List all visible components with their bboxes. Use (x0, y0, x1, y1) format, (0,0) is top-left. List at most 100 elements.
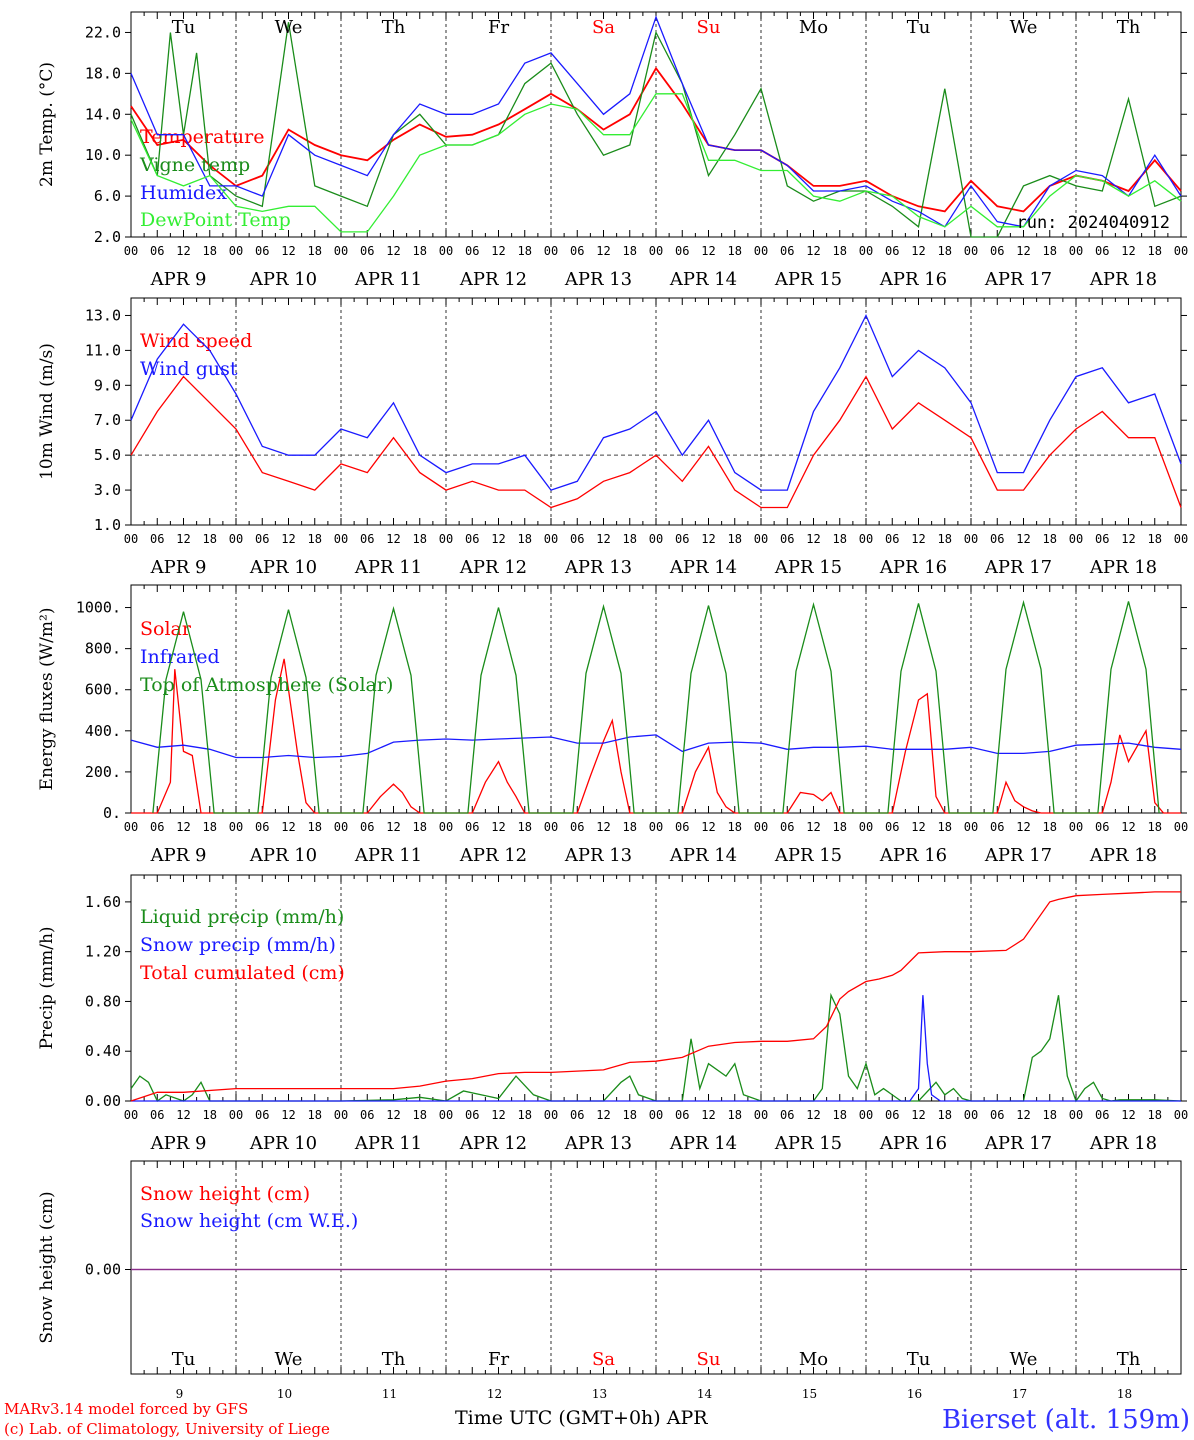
hour-label: 12 (491, 244, 505, 258)
series-line-wind-speed (130, 375, 1182, 509)
date-label: APR 9 (150, 269, 207, 290)
hour-label: 18 (518, 1108, 532, 1122)
day-name: We (275, 1349, 303, 1370)
hour-label: 12 (176, 532, 190, 546)
hour-label: 00 (229, 244, 243, 258)
station-name: Bierset (alt. 159m) (942, 1405, 1190, 1435)
date-label: APR 17 (984, 845, 1052, 866)
hour-label: 06 (780, 820, 794, 834)
hour-label: 06 (675, 532, 689, 546)
series-line-snow-precip-mm-h- (131, 995, 1181, 1102)
series-line-top-of-atmosphere-solar- (152, 599, 1160, 814)
day-number: 17 (1012, 1387, 1027, 1401)
hour-label: 00 (964, 532, 978, 546)
hour-label: 06 (570, 532, 584, 546)
hour-label: 06 (1095, 1108, 1109, 1122)
y-tick-label: 1000. (76, 599, 121, 617)
y-tick-label: 0. (103, 804, 121, 822)
hour-label: 18 (1043, 820, 1057, 834)
hour-label: 06 (780, 1108, 794, 1122)
hour-label: 18 (1148, 244, 1162, 258)
series-line-infrared (130, 734, 1182, 759)
hour-label: 12 (1121, 1108, 1135, 1122)
day-name: Tu (907, 17, 931, 38)
hour-label: 18 (1043, 1108, 1057, 1122)
hour-label: 12 (1121, 244, 1135, 258)
hour-label: 06 (780, 532, 794, 546)
hour-label: 12 (1016, 1108, 1030, 1122)
hour-label: 12 (701, 1108, 715, 1122)
hour-label: 18 (203, 244, 217, 258)
hour-label: 18 (413, 244, 427, 258)
panel-2: 00 06 12 18 00 06 12 18 00 06 12 18 00 06 12 18 00 06 12 18… (37, 297, 1188, 578)
hour-label: 18 (1148, 820, 1162, 834)
hour-label: 00 (1069, 820, 1083, 834)
date-label: APR 18 (1089, 557, 1157, 578)
hour-label: 06 (255, 1108, 269, 1122)
panels-layer: 00 06 12 18 00 06 12 18 00 06 12 18 00 06 12 18 00 06 12 18… (37, 11, 1188, 1401)
hour-label: 06 (885, 532, 899, 546)
hour-label: 00 (649, 820, 663, 834)
hour-label: 12 (281, 244, 295, 258)
hour-label: 12 (386, 820, 400, 834)
hour-label: 00 (439, 532, 453, 546)
hour-label: 18 (203, 532, 217, 546)
hour-label: 00 (1069, 244, 1083, 258)
legend-entry: Top of Atmosphere (Solar) (140, 674, 393, 696)
day-name: Su (697, 1349, 721, 1370)
hour-label: 18 (938, 532, 952, 546)
hour-label: 06 (570, 1108, 584, 1122)
hour-label: 06 (150, 244, 164, 258)
y-tick-label: 14.0 (85, 105, 121, 123)
day-name: Fr (488, 1349, 509, 1370)
legend-entry: Snow precip (mm/h) (140, 934, 336, 956)
y-tick-label: 200. (85, 763, 121, 781)
date-label: APR 16 (879, 269, 947, 290)
date-label: APR 12 (459, 269, 527, 290)
hour-label: 06 (990, 1108, 1004, 1122)
hour-label: 06 (255, 244, 269, 258)
hour-label: 00 (229, 532, 243, 546)
hour-label: 12 (281, 532, 295, 546)
day-name: Tu (907, 1349, 931, 1370)
y-tick-label: 13.0 (85, 306, 121, 324)
hour-label: 06 (1095, 532, 1109, 546)
hour-label: 00 (859, 1108, 873, 1122)
date-label: APR 13 (564, 557, 632, 578)
hour-label: 00 (124, 532, 138, 546)
panel-5: 0.00 Snow height (cm) Snow height (cm) Snow… (37, 1160, 1187, 1401)
hour-label: 12 (596, 244, 610, 258)
y-tick-label: 9.0 (94, 376, 121, 394)
hour-label: 18 (518, 532, 532, 546)
time-axis-title: Time UTC (GMT+0h) APR (455, 1407, 708, 1429)
day-number: 13 (592, 1387, 607, 1401)
model-credit: MARv3.14 model forced by GFS (4, 1400, 248, 1418)
day-number: 11 (382, 1387, 397, 1401)
hour-label: 00 (439, 244, 453, 258)
hour-label: 06 (360, 820, 374, 834)
hour-label: 18 (938, 1108, 952, 1122)
hour-label: 06 (885, 820, 899, 834)
date-label: APR 9 (150, 1133, 207, 1154)
day-name: Mo (799, 1349, 828, 1370)
hour-label: 18 (1148, 1108, 1162, 1122)
hour-label: 00 (754, 1108, 768, 1122)
y-tick-label: 18.0 (85, 64, 121, 82)
date-label: APR 14 (669, 269, 737, 290)
date-label: APR 9 (150, 557, 207, 578)
panel-4: 00 06 12 18 00 06 12 18 00 06 12 18 00 06 12 18 00 06 12 18… (37, 874, 1188, 1154)
hour-label: 18 (413, 1108, 427, 1122)
date-label: APR 16 (879, 557, 947, 578)
date-label: APR 13 (564, 269, 632, 290)
hour-label: 12 (1121, 820, 1135, 834)
legend-entry: Humidex (140, 182, 227, 204)
hour-label: 06 (675, 1108, 689, 1122)
date-label: APR 17 (984, 557, 1052, 578)
hour-label: 00 (1174, 532, 1188, 546)
hour-label: 18 (1148, 532, 1162, 546)
y-tick-label: 6.0 (94, 187, 121, 205)
hour-label: 12 (386, 244, 400, 258)
hour-label: 00 (544, 244, 558, 258)
hour-label: 00 (124, 820, 138, 834)
hour-label: 00 (124, 244, 138, 258)
